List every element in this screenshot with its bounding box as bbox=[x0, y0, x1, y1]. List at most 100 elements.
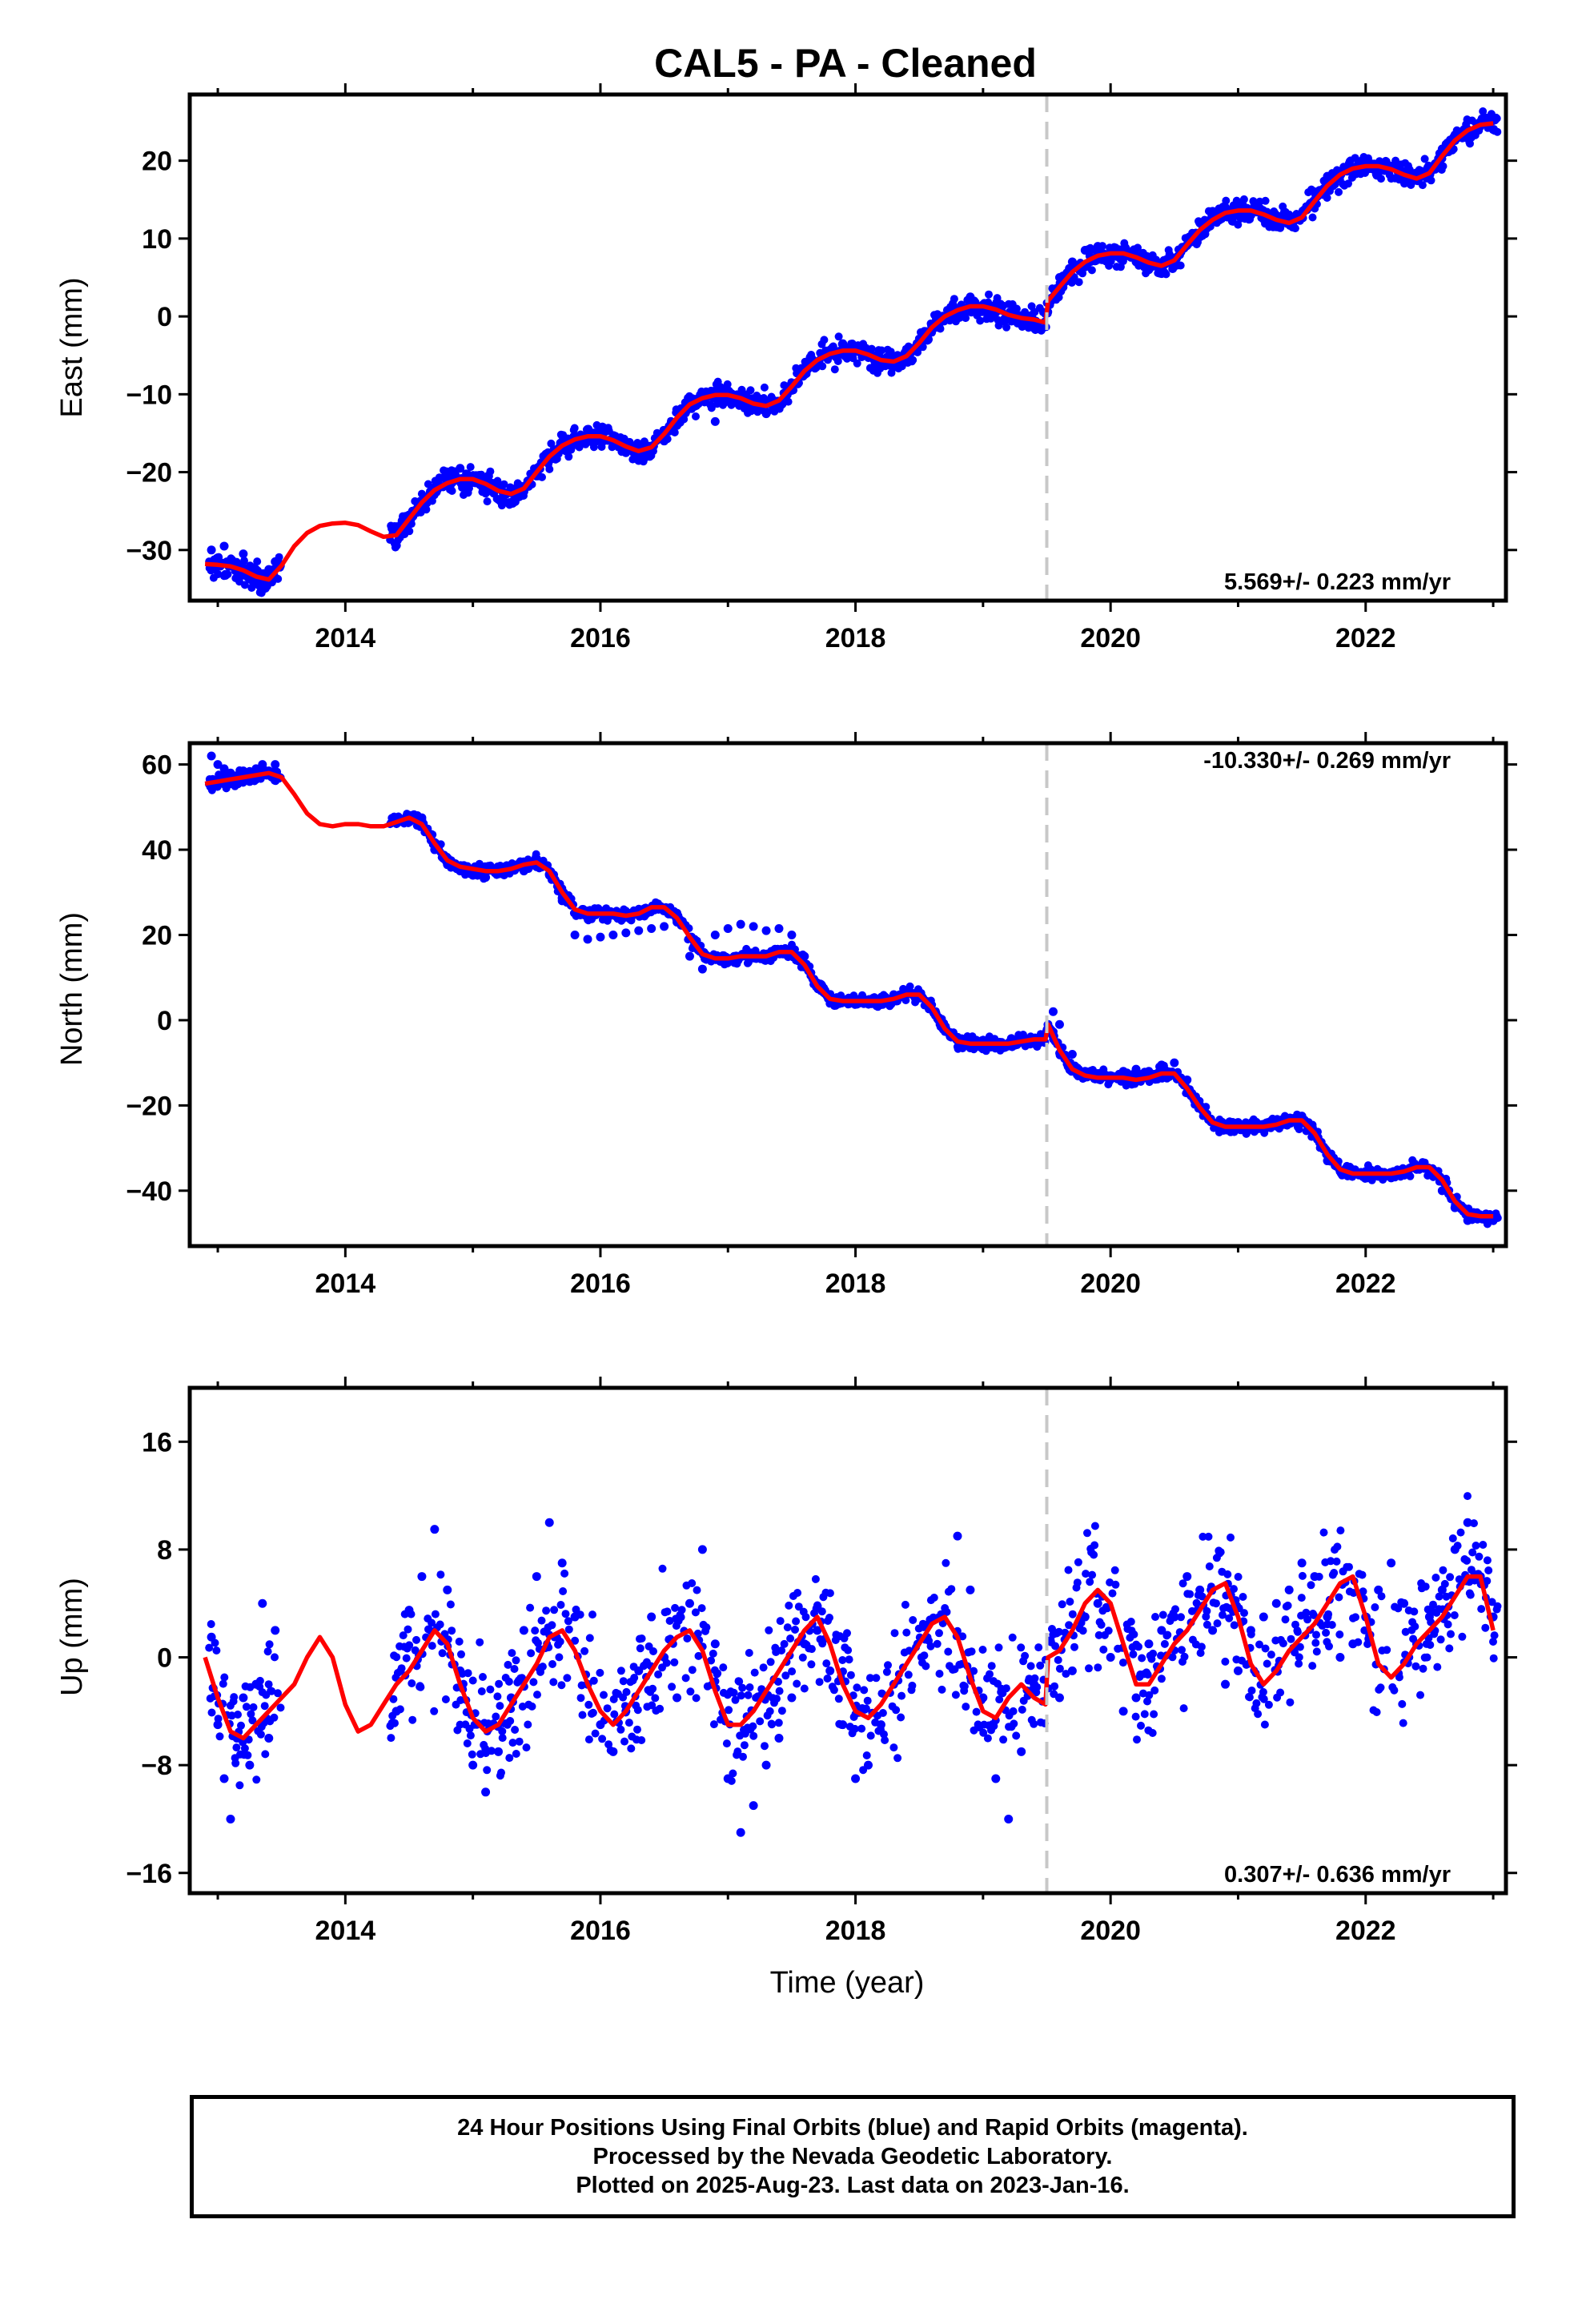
up-data-point bbox=[1129, 1650, 1138, 1659]
up-data-point bbox=[1483, 1556, 1492, 1565]
up-sample-point bbox=[264, 1733, 274, 1743]
up-data-point bbox=[538, 1663, 547, 1671]
up-data-point bbox=[649, 1647, 657, 1655]
up-data-point bbox=[1423, 1653, 1431, 1662]
up-data-point bbox=[962, 1703, 970, 1711]
up-data-point bbox=[844, 1646, 853, 1655]
up-data-point bbox=[1286, 1698, 1295, 1707]
up-data-point bbox=[766, 1658, 775, 1667]
up-data-point bbox=[1213, 1619, 1222, 1628]
up-data-point bbox=[431, 1610, 440, 1618]
up-data-point bbox=[893, 1754, 902, 1763]
up-data-point bbox=[668, 1683, 677, 1691]
up-data-point bbox=[1463, 1556, 1472, 1565]
up-data-point bbox=[694, 1651, 703, 1660]
up-data-point bbox=[428, 1642, 436, 1651]
up-sample-point bbox=[271, 1626, 280, 1635]
up-sample-point bbox=[1067, 1666, 1077, 1675]
up-scatter-cloud bbox=[205, 1492, 1502, 1790]
up-data-point bbox=[740, 1741, 749, 1750]
up-sample-point bbox=[1246, 1626, 1255, 1635]
up-data-point bbox=[267, 1687, 276, 1695]
up-sample-point bbox=[417, 1572, 427, 1582]
up-x-tick-label: 2014 bbox=[315, 1916, 376, 1946]
north-sample-point bbox=[608, 930, 618, 939]
up-data-point bbox=[1104, 1626, 1113, 1635]
up-data-point bbox=[448, 1626, 456, 1635]
up-sample-point bbox=[1144, 1639, 1154, 1649]
up-data-point bbox=[603, 1704, 612, 1713]
north-y-axis-label: North (mm) bbox=[55, 912, 89, 1066]
up-data-point bbox=[807, 1645, 816, 1654]
east-data-point bbox=[746, 386, 755, 395]
up-data-point bbox=[656, 1704, 665, 1713]
up-data-point bbox=[904, 1671, 913, 1679]
up-sample-point bbox=[1348, 1639, 1358, 1649]
up-data-point bbox=[1186, 1590, 1195, 1598]
east-data-point bbox=[1078, 269, 1087, 278]
up-data-point bbox=[1137, 1721, 1145, 1730]
up-sample-point bbox=[544, 1518, 554, 1527]
north-sample-point bbox=[1144, 1067, 1154, 1076]
east-data-point bbox=[784, 397, 793, 406]
up-data-point bbox=[863, 1696, 872, 1705]
up-data-point bbox=[1094, 1663, 1102, 1672]
up-data-point bbox=[212, 1647, 221, 1655]
east-sample-point bbox=[239, 549, 248, 559]
up-data-point bbox=[1082, 1570, 1090, 1578]
up-data-point bbox=[773, 1695, 781, 1703]
up-data-point bbox=[416, 1683, 425, 1691]
up-data-point bbox=[637, 1736, 646, 1744]
up-data-point bbox=[983, 1734, 992, 1743]
up-data-point bbox=[1481, 1623, 1490, 1632]
up-data-point bbox=[1216, 1548, 1225, 1557]
up-data-point bbox=[691, 1608, 700, 1617]
up-sample-point bbox=[1195, 1585, 1205, 1594]
up-x-tick-label: 2018 bbox=[825, 1916, 886, 1946]
up-sample-point bbox=[481, 1787, 491, 1797]
up-data-point bbox=[1312, 1647, 1321, 1656]
up-data-point bbox=[619, 1677, 628, 1686]
up-data-point bbox=[1073, 1578, 1082, 1587]
east-data-point bbox=[985, 290, 993, 299]
up-sample-point bbox=[532, 1572, 541, 1582]
up-data-point bbox=[995, 1695, 1004, 1704]
up-data-point bbox=[1260, 1720, 1269, 1729]
up-data-point bbox=[276, 1703, 285, 1712]
up-data-point bbox=[1308, 1662, 1317, 1671]
east-data-point bbox=[1234, 220, 1243, 229]
east-sample-point bbox=[1093, 242, 1102, 251]
up-data-point bbox=[1050, 1682, 1059, 1691]
east-y-tick-label: −30 bbox=[126, 536, 172, 566]
up-data-point bbox=[1034, 1643, 1043, 1652]
up-data-point bbox=[1359, 1587, 1367, 1596]
up-data-point bbox=[556, 1601, 565, 1609]
east-y-axis-label: East (mm) bbox=[55, 277, 89, 417]
up-data-point bbox=[654, 1670, 663, 1679]
up-data-point bbox=[438, 1649, 447, 1658]
east-data-point bbox=[1239, 195, 1248, 203]
east-sample-point bbox=[723, 385, 733, 395]
up-data-point bbox=[274, 1689, 282, 1698]
up-sample-point bbox=[825, 1666, 835, 1675]
up-sample-point bbox=[673, 1693, 682, 1703]
up-data-point bbox=[725, 1706, 733, 1715]
up-data-point bbox=[528, 1702, 536, 1711]
up-data-point bbox=[609, 1695, 618, 1703]
up-data-point bbox=[1446, 1573, 1455, 1582]
up-data-point bbox=[909, 1616, 917, 1624]
up-data-point bbox=[1219, 1610, 1227, 1619]
east-data-point bbox=[240, 557, 248, 565]
up-data-point bbox=[1097, 1620, 1106, 1629]
up-data-point bbox=[1090, 1541, 1099, 1550]
up-data-point bbox=[1416, 1691, 1424, 1699]
east-data-point bbox=[486, 467, 495, 476]
up-data-point bbox=[1335, 1593, 1343, 1602]
east-sample-point bbox=[456, 464, 465, 473]
up-data-point bbox=[935, 1629, 943, 1638]
up-data-point bbox=[1225, 1614, 1234, 1622]
up-data-point bbox=[890, 1629, 899, 1638]
up-data-point bbox=[902, 1628, 911, 1637]
up-data-point bbox=[897, 1713, 905, 1722]
